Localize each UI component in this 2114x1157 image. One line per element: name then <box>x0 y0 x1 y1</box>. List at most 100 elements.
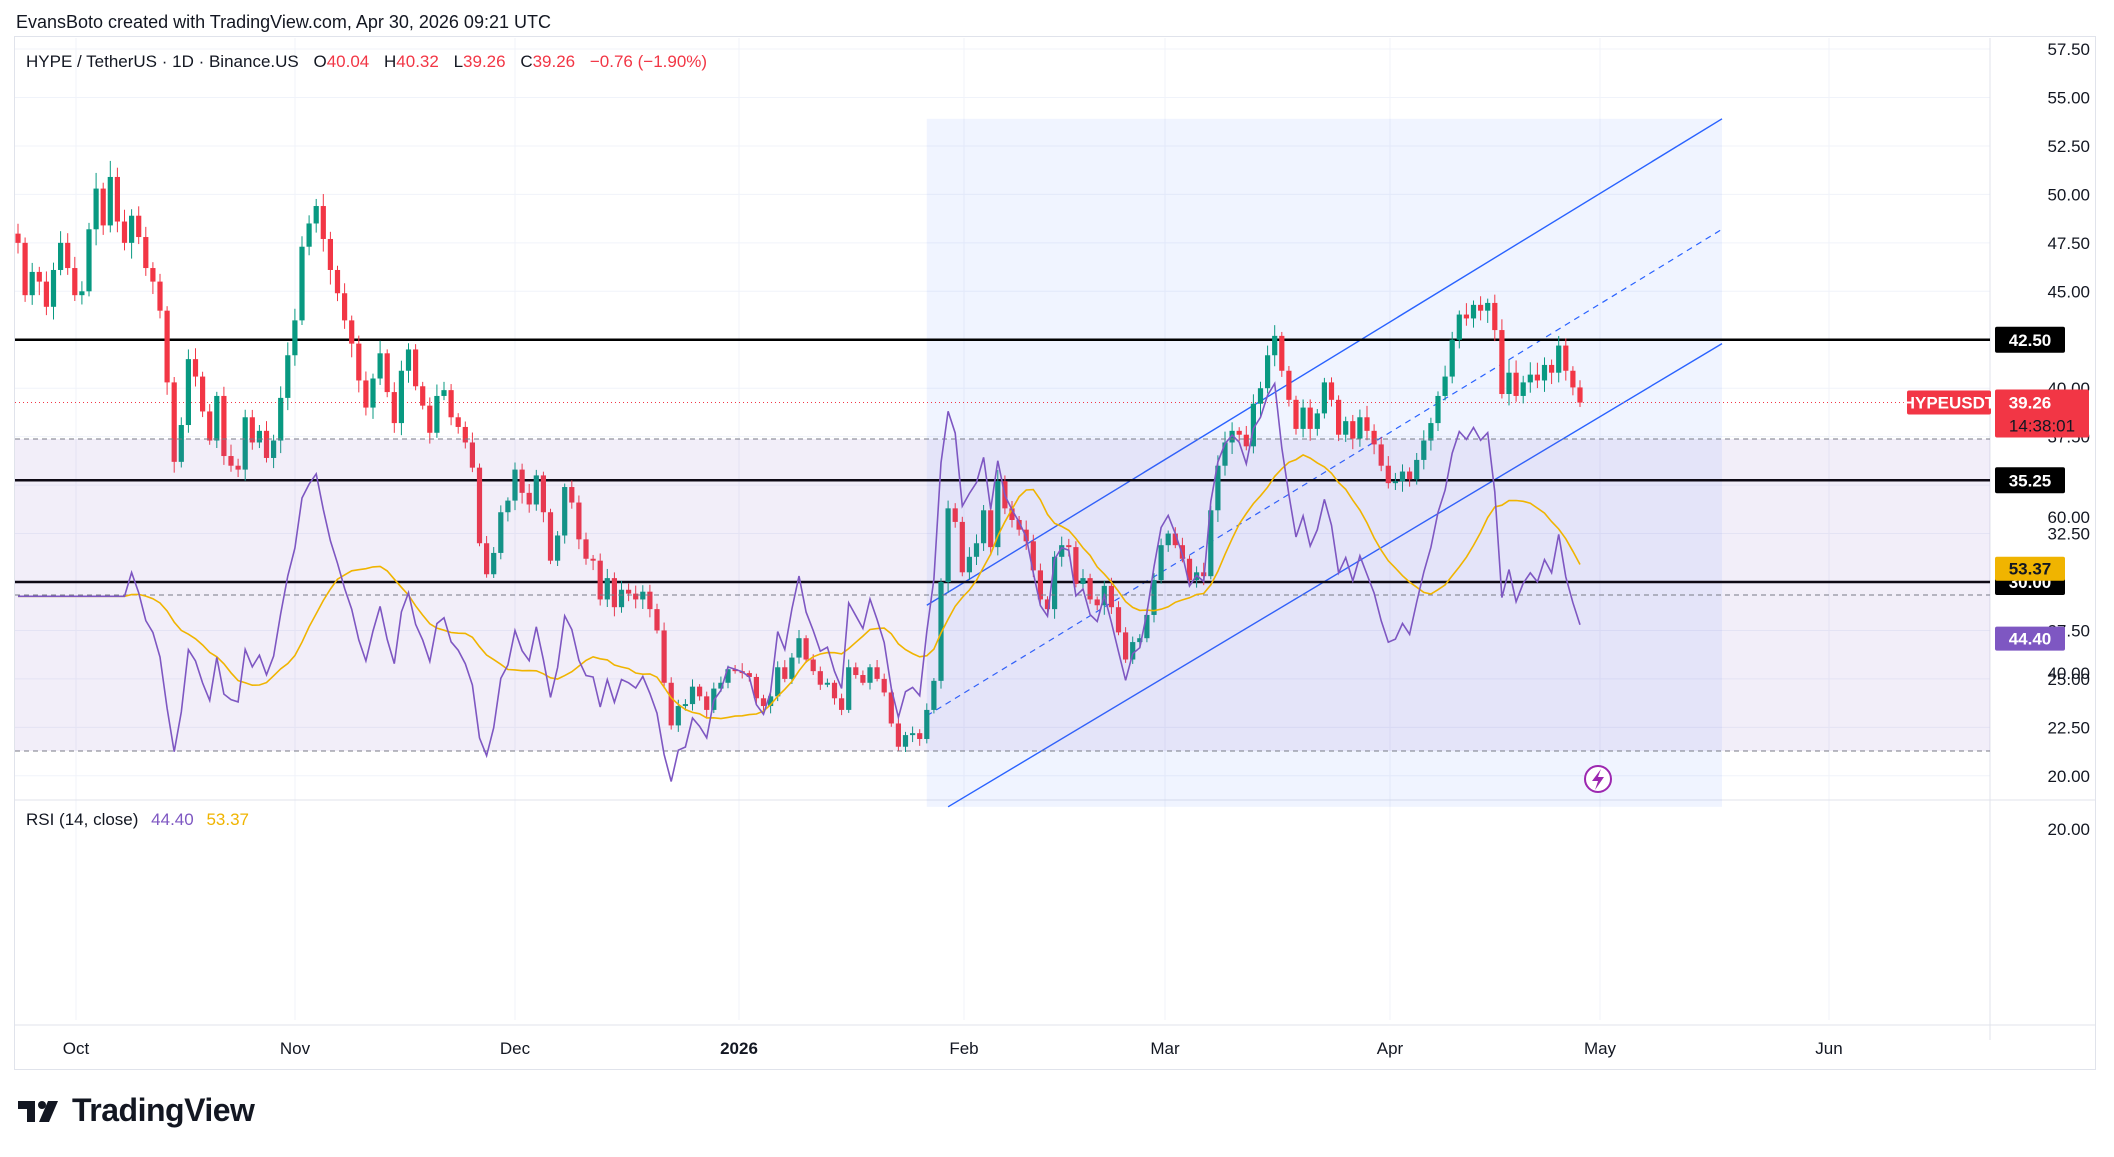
candle <box>434 384 440 438</box>
candle-body <box>476 467 483 544</box>
rsi-legend[interactable]: RSI (14, close) 44.40 53.37 <box>26 810 249 830</box>
candle <box>1179 537 1185 563</box>
chart-caption: EvansBoto created with TradingView.com, … <box>16 12 551 32</box>
candle-body <box>1407 471 1413 480</box>
candle <box>753 673 759 705</box>
candle-body <box>988 510 994 548</box>
candle-body <box>618 589 625 608</box>
candle <box>1449 331 1455 384</box>
candle <box>320 193 326 252</box>
candle-body <box>1492 302 1498 331</box>
candle <box>1151 573 1157 623</box>
candle <box>235 458 241 478</box>
symbol-legend[interactable]: HYPE / TetherUS · 1D · Binance.US O40.04… <box>26 52 707 72</box>
last-price-tag <box>1995 389 2089 438</box>
candle-body <box>427 405 433 433</box>
candle <box>398 360 404 436</box>
candle <box>498 505 504 560</box>
candle <box>973 534 980 566</box>
time-tick-label: Nov <box>280 1039 311 1058</box>
candle-body <box>65 242 71 269</box>
price-tick-label: 32.50 <box>2047 525 2090 544</box>
legend-low-label: L <box>453 52 464 71</box>
time-tick-label: 2026 <box>720 1039 758 1058</box>
candle-body <box>902 735 909 747</box>
candle-body <box>349 320 355 344</box>
candle-body <box>285 355 291 398</box>
candle-body <box>29 271 35 296</box>
candle <box>1208 505 1214 580</box>
candle <box>597 553 603 606</box>
candle-body <box>782 667 788 679</box>
candle-body <box>647 591 653 610</box>
candle-body <box>1279 335 1285 371</box>
legend-close: 39.26 <box>532 52 576 71</box>
candle-body <box>810 659 816 672</box>
rsi-title: RSI (14, close) <box>26 810 139 829</box>
candle <box>441 381 447 401</box>
candle <box>370 373 376 419</box>
candle <box>760 694 767 713</box>
candle <box>178 417 184 468</box>
candle-body <box>1108 585 1114 608</box>
candle-body <box>718 682 724 689</box>
candle <box>1279 331 1285 377</box>
candle <box>1094 596 1100 611</box>
candle-body <box>242 417 248 470</box>
symbol-tag-text: HYPEUSDT <box>1903 394 1996 413</box>
candle-body <box>1144 614 1150 639</box>
candle <box>590 554 596 571</box>
candle <box>533 469 539 511</box>
time-tick-label: Apr <box>1377 1039 1404 1058</box>
candle <box>1314 408 1320 436</box>
candle <box>1357 409 1363 447</box>
candle <box>604 568 610 608</box>
candle-body <box>1080 578 1086 584</box>
candle <box>1286 365 1292 407</box>
candle <box>1350 414 1356 450</box>
candle-body <box>626 589 632 594</box>
candle <box>221 386 227 465</box>
candle-body <box>1442 376 1448 396</box>
candle-body <box>860 675 866 683</box>
candle <box>22 237 28 302</box>
candle-body <box>1343 421 1349 435</box>
candle <box>902 731 909 753</box>
candle-body <box>746 673 752 677</box>
candle-body <box>555 535 561 561</box>
candle-body <box>1059 545 1065 557</box>
candle-body <box>1037 570 1043 600</box>
candle-body <box>1556 345 1562 373</box>
candle <box>547 508 554 565</box>
candle <box>1499 319 1505 399</box>
tradingview-logo[interactable]: TradingView <box>18 1092 255 1129</box>
candle-body <box>136 215 142 238</box>
candle-body <box>590 558 596 561</box>
candle-body <box>1123 632 1129 660</box>
candle <box>1215 455 1221 522</box>
candle <box>1272 325 1278 367</box>
candle-body <box>1541 364 1548 381</box>
candle <box>831 680 838 705</box>
candle <box>1321 377 1327 419</box>
candle <box>689 679 696 711</box>
candle <box>959 516 965 577</box>
candle-body <box>271 440 277 458</box>
candle-body <box>924 709 930 739</box>
candle <box>917 729 923 746</box>
candle-body <box>853 667 859 676</box>
candle <box>1520 375 1526 404</box>
candle-body <box>1385 465 1391 484</box>
candle-body <box>484 543 490 575</box>
candle <box>72 256 78 301</box>
candle-body <box>342 293 348 321</box>
candle <box>1186 555 1193 585</box>
rsi-tag-text: 44.40 <box>2009 630 2052 649</box>
candle-body <box>981 510 987 544</box>
candle <box>874 659 880 682</box>
candle <box>278 386 284 454</box>
time-tick-label: Dec <box>500 1039 531 1058</box>
candle-body <box>249 417 255 443</box>
candle-body <box>299 246 305 321</box>
